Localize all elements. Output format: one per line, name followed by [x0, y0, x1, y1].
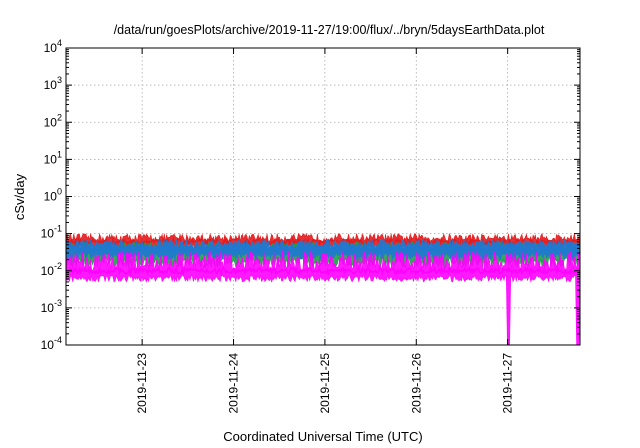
series-line [65, 236, 581, 248]
y-tick-labels: 10-4 10-3 10-2 10-1 100 101 102 103 104 [41, 38, 62, 352]
x-tick-label: 2019-11-27 [501, 353, 515, 414]
y-tick-label: 100 [44, 187, 62, 204]
x-tick-labels: 2019-11-23 2019-11-24 2019-11-25 2019-11-26… [135, 353, 515, 414]
series-line [65, 264, 581, 277]
x-tick-label: 2019-11-25 [318, 353, 332, 414]
series-line [65, 242, 581, 255]
x-tick-label: 2019-11-26 [409, 353, 423, 414]
y-tick-label: 10-3 [41, 298, 62, 315]
y-tick-label: 10-4 [41, 335, 62, 352]
x-axis-label: Coordinated Universal Time (UTC) [223, 429, 422, 444]
x-tick-label: 2019-11-23 [135, 353, 149, 414]
y-tick-label: 10-2 [41, 261, 62, 278]
y-tick-label: 104 [44, 38, 62, 55]
grid [66, 48, 580, 345]
chart-title: /data/run/goesPlots/archive/2019-11-27/1… [114, 23, 545, 37]
y-axis-label: cSv/day [12, 173, 27, 220]
ticks [66, 47, 580, 346]
series-4 [65, 249, 581, 346]
series-layer [65, 232, 581, 346]
series-band [65, 249, 581, 346]
y-tick-label: 101 [44, 149, 62, 166]
y-tick-label: 103 [44, 75, 62, 92]
x-tick-label: 2019-11-24 [227, 353, 241, 414]
y-tick-label: 10-1 [41, 224, 62, 241]
y-tick-label: 102 [44, 112, 62, 129]
